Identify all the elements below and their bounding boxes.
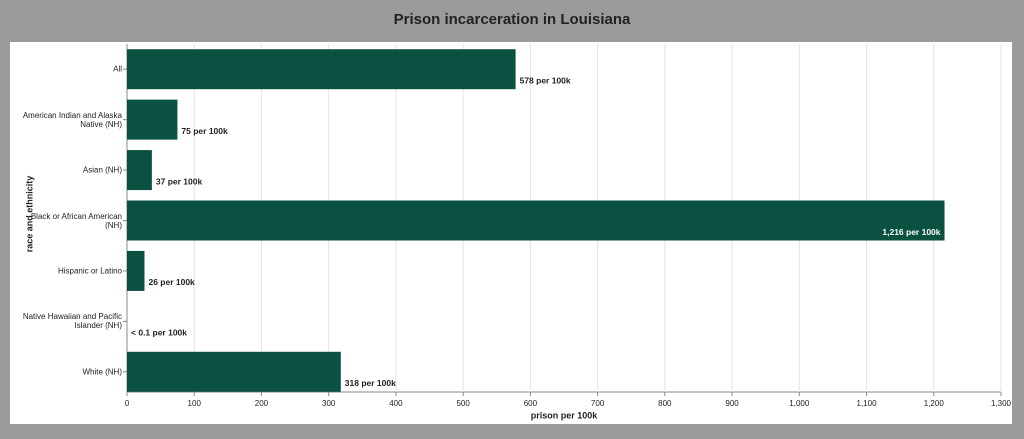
- y-tick-label: American Indian and Alaska Native (NH): [22, 110, 122, 129]
- bar: [127, 150, 152, 191]
- y-tick-label: White (NH): [82, 367, 122, 377]
- x-tick-label: 300: [322, 399, 336, 408]
- y-tick-label: Black or African American (NH): [30, 211, 122, 230]
- bar: [127, 200, 945, 241]
- bar: [127, 99, 178, 140]
- x-tick-label: 800: [658, 399, 672, 408]
- x-tick-label: 700: [591, 399, 605, 408]
- bar: [127, 49, 516, 90]
- y-tick-label: Asian (NH): [82, 165, 122, 175]
- value-label: 578 per 100k: [520, 75, 571, 85]
- chart-title: Prison incarceration in Louisiana: [394, 11, 631, 28]
- value-label: < 0.1 per 100k: [131, 328, 187, 338]
- y-tick-label: Hispanic or Latino: [57, 266, 122, 276]
- bar: [127, 250, 145, 291]
- y-tick-label: Native Hawaiian and Pacific Islander (NH…: [22, 312, 122, 331]
- y-axis-title: race and ethnicity: [24, 176, 34, 253]
- value-label: 26 per 100k: [148, 277, 195, 287]
- y-tick-label: All: [113, 64, 122, 74]
- x-tick-label: 0: [125, 399, 130, 408]
- x-axis-title: prison per 100k: [531, 410, 599, 420]
- x-tick-label: 100: [188, 399, 202, 408]
- x-tick-label: 1,200: [924, 399, 945, 408]
- bar: [127, 351, 341, 392]
- x-tick-label: 500: [456, 399, 470, 408]
- value-label: 75 per 100k: [181, 126, 228, 136]
- x-tick-label: 1,300: [991, 399, 1012, 408]
- value-label: 318 per 100k: [345, 378, 396, 388]
- value-label: 1,216 per 100k: [882, 227, 940, 237]
- x-tick-label: 1,100: [857, 399, 878, 408]
- x-tick-label: 900: [725, 399, 739, 408]
- x-tick-label: 400: [389, 399, 403, 408]
- value-label: 37 per 100k: [156, 176, 203, 186]
- x-tick-label: 200: [255, 399, 269, 408]
- x-tick-label: 1,000: [789, 399, 810, 408]
- x-tick-label: 600: [524, 399, 538, 408]
